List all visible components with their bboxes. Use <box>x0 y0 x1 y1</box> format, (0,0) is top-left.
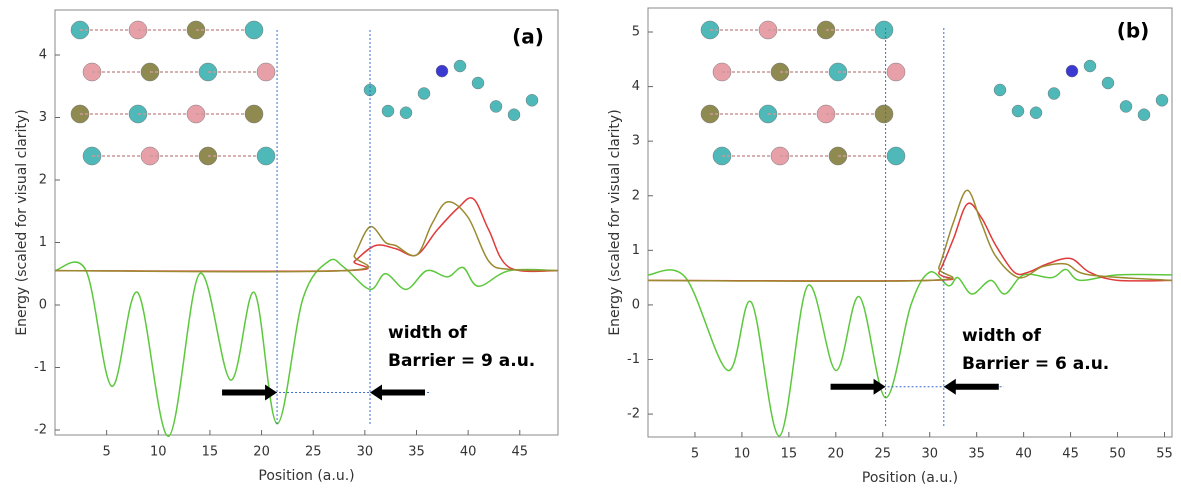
atom <box>993 83 1007 97</box>
y-tick-label: 3 <box>632 134 640 149</box>
y-tick-label: 2 <box>632 188 640 203</box>
x-tick-label: 20 <box>253 445 270 460</box>
arrow <box>370 384 426 401</box>
y-tick-label: 1 <box>632 243 640 258</box>
atom <box>244 20 264 40</box>
x-tick-label: 40 <box>1015 447 1032 462</box>
energy-line <box>647 202 1173 282</box>
y-tick-label: 4 <box>632 79 640 94</box>
x-tick-label: 25 <box>305 445 322 460</box>
atom <box>256 62 276 82</box>
y-tick-label: 1 <box>39 235 47 250</box>
arrow <box>830 378 886 395</box>
atom <box>886 146 906 166</box>
y-tick-label: -1 <box>34 360 47 375</box>
atom <box>1137 108 1151 121</box>
x-tick-label: 20 <box>828 447 845 462</box>
y-tick-label: 5 <box>632 25 640 40</box>
panel: 5 10 15 20 25 30 35 40 45 50 55-2-1012345Position … <box>607 7 1173 486</box>
plot-area <box>54 9 559 436</box>
energy-line <box>647 268 1173 437</box>
arrow <box>943 378 999 395</box>
annotation: Barrier = 9 a.u. <box>388 351 535 371</box>
x-tick-label: 10 <box>150 445 167 460</box>
atom <box>399 106 413 119</box>
atom <box>1011 104 1025 118</box>
y-tick-label: 4 <box>39 48 47 63</box>
y-tick-label: 3 <box>39 110 47 125</box>
y-tick-label: -2 <box>627 407 640 422</box>
atom <box>489 100 503 113</box>
x-tick-label: 50 <box>1109 447 1126 462</box>
y-tick-label: 0 <box>39 298 47 313</box>
atom <box>507 108 521 121</box>
x-tick-label: 40 <box>460 445 477 460</box>
atom <box>1047 87 1061 100</box>
x-tick-label: 55 <box>1156 447 1173 462</box>
atom <box>381 104 395 118</box>
y-tick-label: 2 <box>39 173 47 188</box>
x-tick-label: 30 <box>357 445 374 460</box>
x-tick-label: 10 <box>734 447 751 462</box>
y-axis-label: Energy (scaled for visual clarity) <box>607 109 623 335</box>
atom <box>1119 100 1133 113</box>
x-tick-label: 15 <box>202 445 219 460</box>
atom <box>256 146 276 166</box>
y-axis-label: Energy (scaled for visual clarity) <box>14 109 30 335</box>
y-tick-label: 0 <box>632 297 640 312</box>
atom <box>886 62 906 82</box>
panel-label: (a) <box>512 25 544 49</box>
atom <box>417 87 431 100</box>
energy-line <box>54 201 559 273</box>
x-axis-label: Position (a.u.) <box>258 468 354 484</box>
atom <box>874 104 894 124</box>
atom <box>1155 94 1169 107</box>
x-tick-label: 15 <box>781 447 798 462</box>
x-tick-label: 45 <box>512 445 529 460</box>
atom <box>244 104 264 124</box>
x-tick-label: 35 <box>408 445 425 460</box>
energy-line <box>54 258 559 438</box>
energy-line <box>647 189 1173 283</box>
annotation: width of <box>388 323 468 343</box>
arrow <box>222 384 278 401</box>
panel: 5 10 15 20 25 30 35 40 45 -2 -1 0 1 2 3 4 Position (a.u.… <box>14 9 559 484</box>
x-tick-label: 35 <box>968 447 985 462</box>
annotation: Barrier = 6 a.u. <box>962 354 1109 374</box>
x-tick-label: 25 <box>874 447 891 462</box>
atom <box>1065 64 1079 78</box>
x-tick-label: 5 <box>103 445 111 460</box>
y-tick-label: -2 <box>34 423 47 438</box>
x-tick-label: 5 <box>691 447 699 462</box>
atom <box>1083 59 1097 73</box>
x-tick-label: 45 <box>1062 447 1079 462</box>
atom <box>435 64 449 78</box>
atom <box>1029 106 1043 119</box>
atom <box>453 59 467 73</box>
atom <box>874 20 894 40</box>
atom <box>525 94 539 107</box>
annotation: width of <box>962 326 1042 346</box>
x-tick-label: 30 <box>921 447 938 462</box>
atom <box>1101 76 1115 90</box>
atom <box>471 76 485 90</box>
panel-label: (b) <box>1117 19 1150 43</box>
plot-area <box>647 7 1173 438</box>
y-tick-label: -1 <box>627 352 640 367</box>
x-axis-label: Position (a.u.) <box>862 470 958 486</box>
